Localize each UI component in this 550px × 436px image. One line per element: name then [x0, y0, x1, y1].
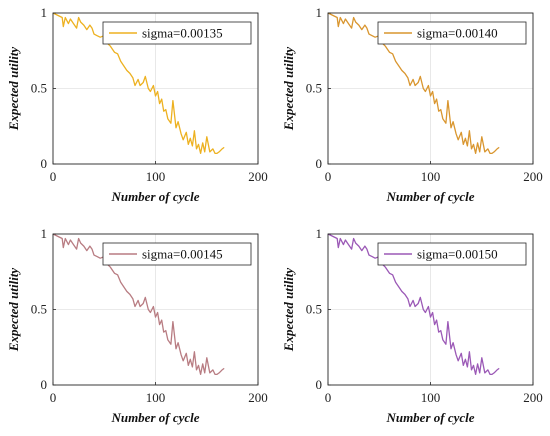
legend-label: sigma=0.00150 — [417, 247, 498, 262]
series-line — [327, 12, 500, 155]
y-axis-label: Expected utility — [281, 47, 296, 132]
y-tick-label: 1 — [41, 5, 48, 20]
x-tick-label: 200 — [248, 169, 268, 184]
y-axis-label: Expected utility — [6, 268, 21, 353]
y-tick-label: 0 — [41, 377, 48, 392]
x-tick-label: 100 — [421, 169, 441, 184]
y-tick-label: 0.5 — [306, 81, 322, 96]
y-tick-label: 0.5 — [31, 302, 47, 317]
y-tick-label: 1 — [41, 226, 48, 241]
legend: sigma=0.00140 — [377, 21, 527, 45]
x-axis-label: Number of cycle — [110, 410, 199, 425]
y-tick-label: 0 — [41, 156, 48, 171]
panel-3: 0 100 200 0 0.5 1 Number of cycle Expected util… — [6, 226, 268, 425]
x-tick-label: 0 — [50, 390, 57, 405]
x-tick-label: 200 — [248, 390, 268, 405]
x-tick-label: 100 — [146, 390, 166, 405]
legend-box — [102, 21, 252, 45]
y-axis-label: Expected utility — [6, 47, 21, 132]
legend-label: sigma=0.00145 — [142, 247, 223, 262]
series-line — [52, 233, 225, 376]
legend: sigma=0.00145 — [102, 242, 252, 266]
x-axis-label: Number of cycle — [385, 410, 474, 425]
panel-1: 0 100 200 0 0.5 1 Number of cycle Expected util… — [6, 5, 268, 204]
x-axis-label: Number of cycle — [385, 189, 474, 204]
legend-label: sigma=0.00135 — [142, 26, 223, 41]
x-tick-label: 200 — [523, 169, 543, 184]
y-tick-label: 1 — [316, 5, 323, 20]
x-tick-label: 0 — [50, 169, 57, 184]
legend-label: sigma=0.00140 — [417, 26, 498, 41]
y-tick-label: 1 — [316, 226, 323, 241]
legend: sigma=0.00135 — [102, 21, 252, 45]
panel-4: 0 100 200 0 0.5 1 Number of cycle Expected util… — [281, 226, 543, 425]
x-tick-label: 200 — [523, 390, 543, 405]
legend: sigma=0.00150 — [377, 242, 527, 266]
y-tick-label: 0 — [316, 377, 323, 392]
x-tick-label: 0 — [325, 169, 332, 184]
legend-box — [102, 242, 252, 266]
y-tick-label: 0.5 — [306, 302, 322, 317]
x-axis-label: Number of cycle — [110, 189, 199, 204]
y-axis-label: Expected utility — [281, 268, 296, 353]
series-line — [327, 233, 500, 376]
x-tick-label: 0 — [325, 390, 332, 405]
legend-box — [377, 21, 527, 45]
x-tick-label: 100 — [421, 390, 441, 405]
y-tick-label: 0.5 — [31, 81, 47, 96]
series-line — [52, 12, 225, 155]
x-tick-label: 100 — [146, 169, 166, 184]
legend-box — [377, 242, 527, 266]
panel-2: 0 100 200 0 0.5 1 Number of cycle Expected util… — [281, 5, 543, 204]
y-tick-label: 0 — [316, 156, 323, 171]
